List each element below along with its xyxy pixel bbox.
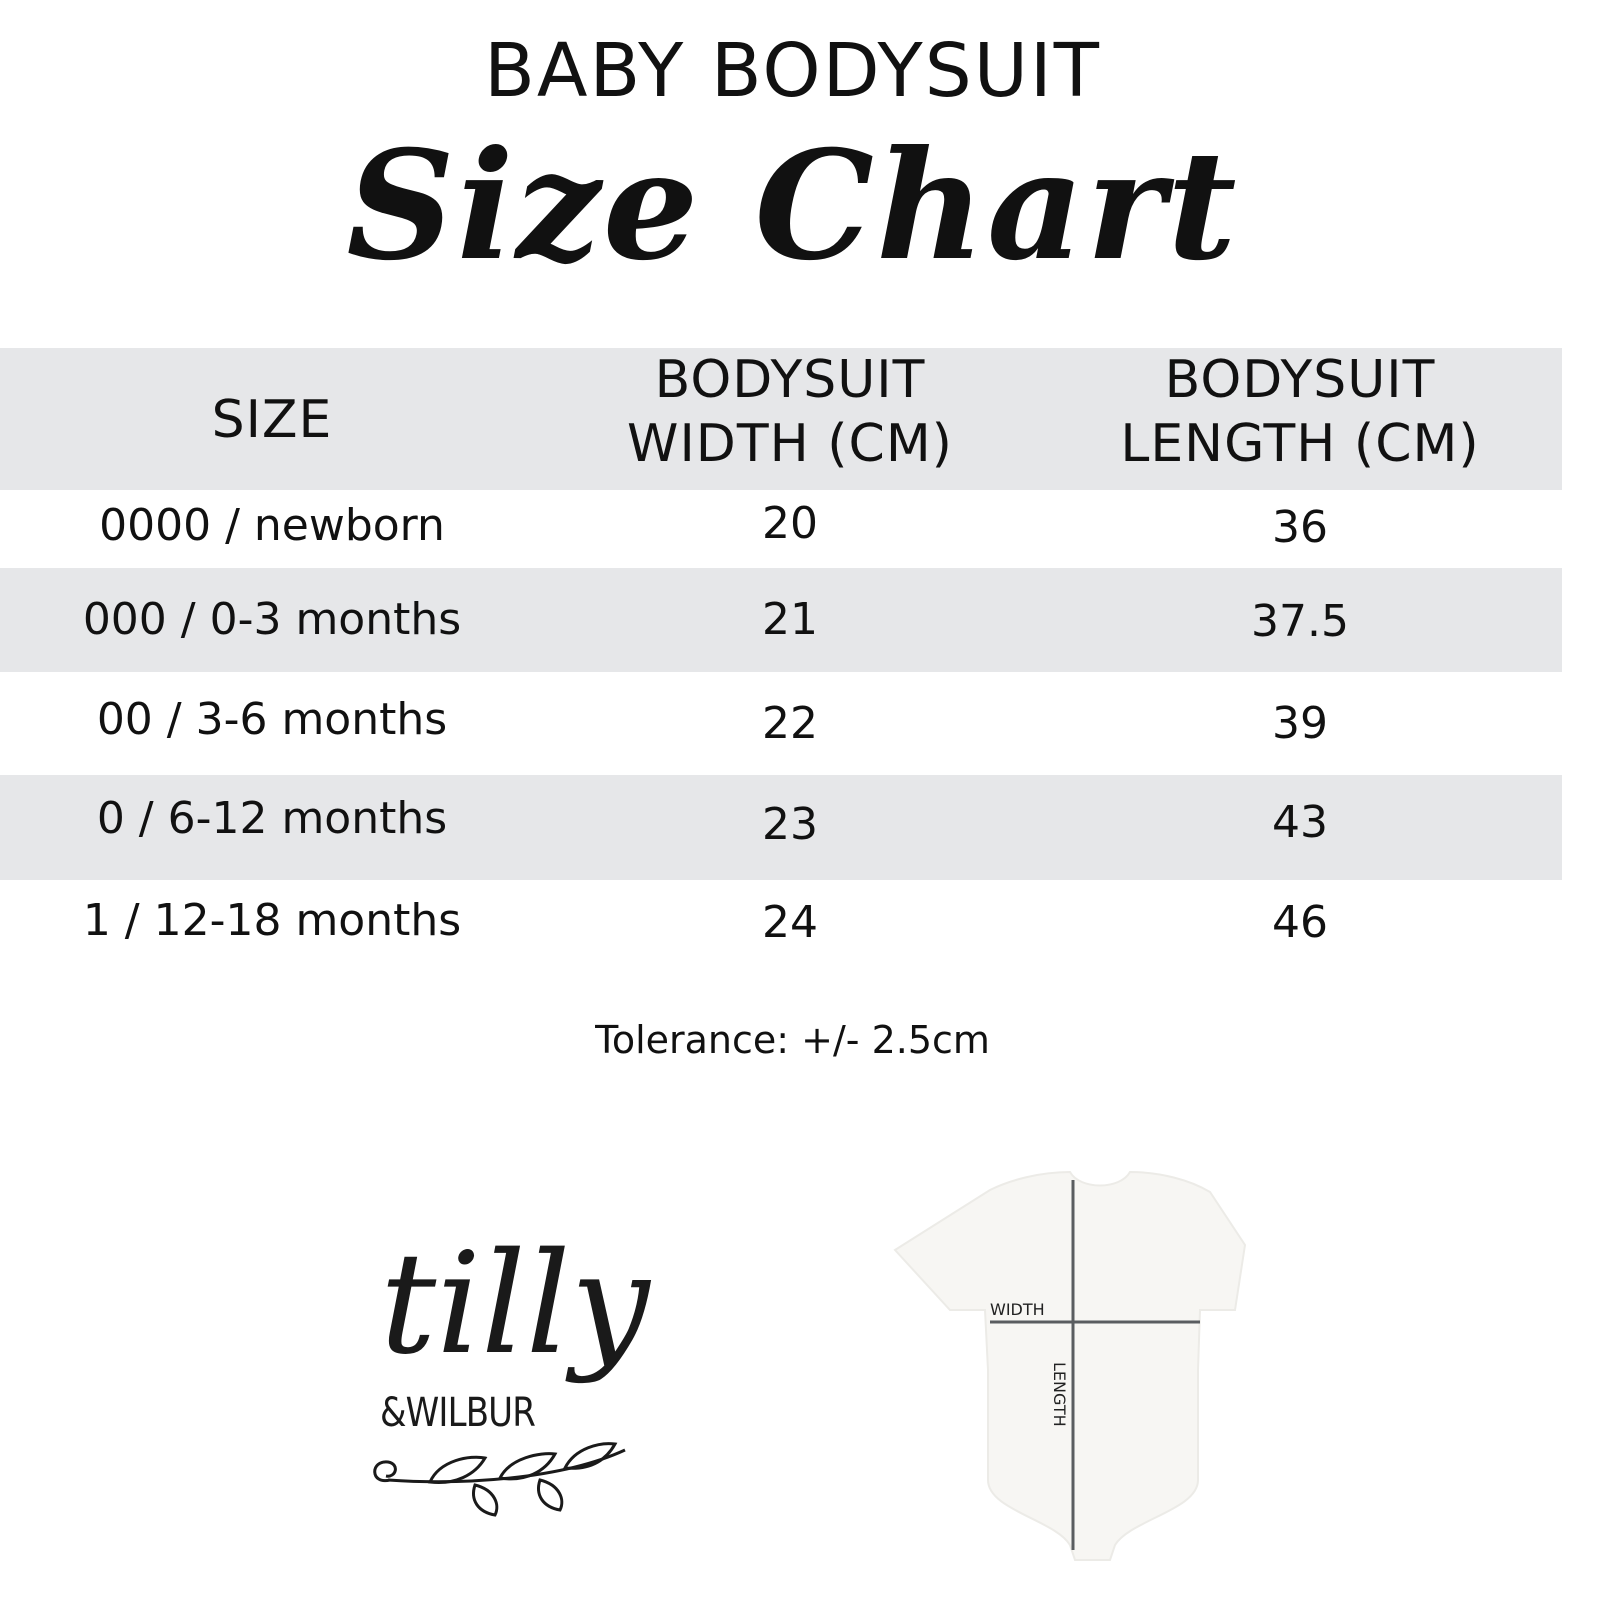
tolerance-note: Tolerance: +/- 2.5cm	[595, 1018, 990, 1062]
table-row: 00 / 3-6 months 22 39	[0, 672, 1562, 775]
header-width-line2: WIDTH (CM)	[627, 414, 953, 474]
cell-width: 23	[762, 799, 818, 850]
table-row: 0000 / newborn 20 36	[0, 490, 1562, 568]
cell-length: 39	[1272, 698, 1328, 749]
cell-length: 36	[1272, 502, 1328, 553]
title-baby-bodysuit: BABY BODYSUIT	[484, 28, 1101, 114]
logo-wilbur: &WILBUR	[380, 1390, 536, 1436]
header-length-line2: LENGTH (CM)	[1120, 414, 1480, 474]
leaf-branch-icon	[373, 1442, 626, 1517]
cell-length: 46	[1272, 897, 1328, 948]
table-row: 1 / 12-18 months 24 46	[0, 880, 1562, 960]
cell-width: 21	[762, 594, 818, 645]
brand-logo: tilly &WILBUR	[360, 1230, 650, 1530]
cell-size: 0 / 6-12 months	[96, 793, 448, 844]
header-width-line1: BODYSUIT	[654, 350, 926, 410]
cell-size: 0000 / newborn	[99, 500, 445, 551]
length-label: LENGTH	[1050, 1362, 1069, 1427]
header-width: BODYSUIT WIDTH (CM)	[627, 348, 953, 476]
cell-size: 00 / 3-6 months	[96, 694, 448, 745]
width-label: WIDTH	[990, 1300, 1045, 1319]
cell-size: 1 / 12-18 months	[82, 895, 462, 946]
table-row: 0 / 6-12 months 23 43	[0, 775, 1562, 880]
cell-length: 37.5	[1251, 596, 1349, 647]
table-header: SIZE BODYSUIT WIDTH (CM) BODYSUIT LENGTH…	[0, 348, 1562, 490]
logo-tilly: tilly	[380, 1223, 650, 1386]
title-size-chart: Size Chart	[346, 118, 1239, 294]
bodysuit-diagram: WIDTH LENGTH	[893, 1170, 1247, 1561]
cell-width: 22	[762, 698, 818, 749]
cell-size: 000 / 0-3 months	[82, 594, 462, 645]
header-size: SIZE	[211, 390, 333, 450]
header-length: BODYSUIT LENGTH (CM)	[1120, 348, 1479, 476]
cell-length: 43	[1272, 797, 1328, 848]
bodysuit-shape	[893, 1170, 1247, 1561]
header-length-line1: BODYSUIT	[1164, 350, 1436, 410]
table-row: 000 / 0-3 months 21 37.5	[0, 568, 1562, 672]
cell-width: 20	[762, 498, 818, 549]
cell-width: 24	[762, 897, 818, 948]
